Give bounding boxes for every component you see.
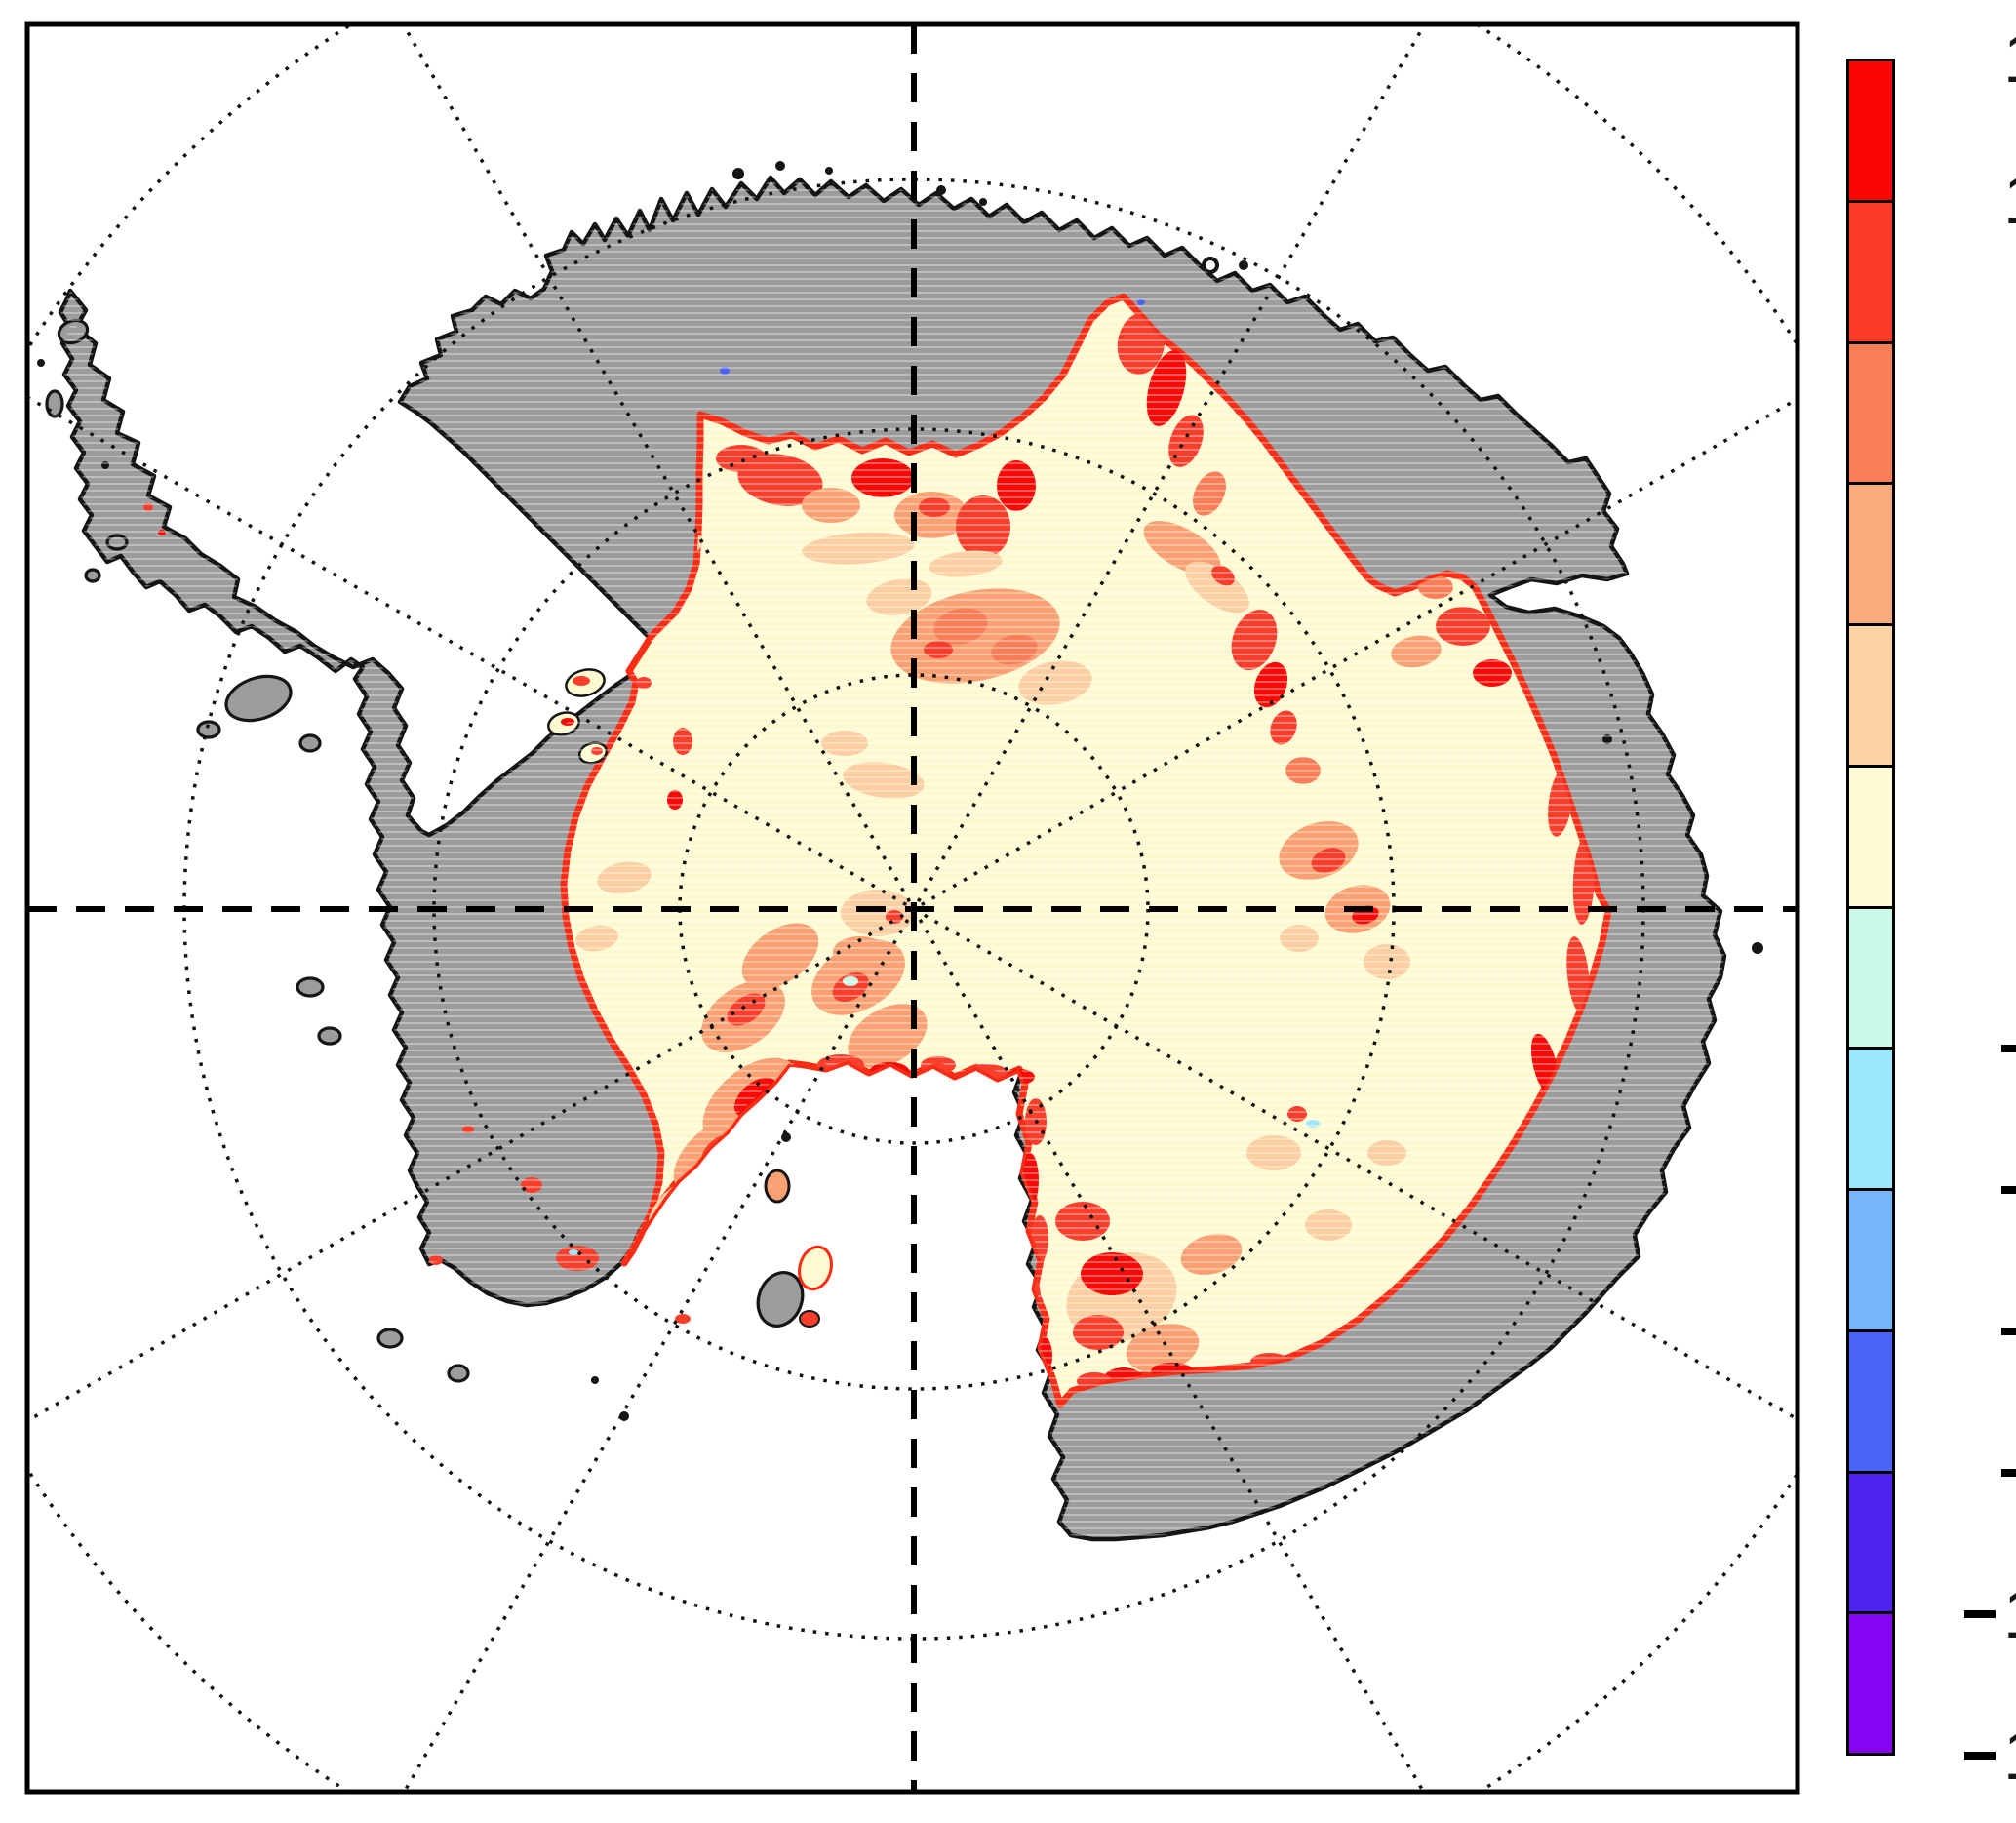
minus-tick-dash bbox=[1963, 1752, 1996, 1760]
colorbar-tick-label: 2 bbox=[1907, 731, 2016, 801]
colorbar-tick-label: 6 bbox=[1907, 448, 2016, 518]
colorbar-segment bbox=[1849, 61, 1892, 200]
colorbar-segment bbox=[1849, 1188, 1892, 1329]
minus-tick-dash bbox=[2000, 1045, 2016, 1052]
colorbar-segment bbox=[1849, 199, 1892, 341]
colorbar-segment bbox=[1849, 905, 1892, 1048]
colorbar-tick-label: 8 bbox=[1907, 306, 2016, 376]
colorbar-tick-label: 0 bbox=[1907, 872, 2016, 942]
colorbar-tick-label: 10 bbox=[1907, 1579, 2016, 1649]
colorbar-segment bbox=[1849, 623, 1892, 765]
colorbar-segment bbox=[1849, 1470, 1892, 1612]
map-frame bbox=[24, 21, 1800, 1795]
colorbar-tick-label: 6 bbox=[1907, 1296, 2016, 1367]
colorbar-segment bbox=[1849, 1611, 1892, 1753]
colorbar-tick-label: 15 bbox=[1907, 1721, 2016, 1791]
colorbar-tick-label: 2 bbox=[1907, 1013, 2016, 1084]
colorbar-segment bbox=[1849, 764, 1892, 906]
colorbar-tick-label: 4 bbox=[1907, 1155, 2016, 1225]
colorbar-tick-label: 15 bbox=[1907, 23, 2016, 94]
minus-tick-dash bbox=[2000, 1186, 2016, 1194]
colorbar bbox=[1846, 59, 1895, 1756]
colorbar-segment bbox=[1849, 1328, 1892, 1471]
colorbar-tick-label: 8 bbox=[1907, 1438, 2016, 1508]
minus-tick-dash bbox=[2000, 1328, 2016, 1335]
minus-tick-dash bbox=[1963, 1610, 1996, 1618]
colorbar-segment bbox=[1849, 1047, 1892, 1188]
minus-tick-dash bbox=[2000, 1469, 2016, 1477]
colorbar-segment bbox=[1849, 482, 1892, 623]
colorbar-segment bbox=[1849, 340, 1892, 483]
colorbar-tick-label: 10 bbox=[1907, 165, 2016, 235]
colorbar-tick-label: 4 bbox=[1907, 589, 2016, 659]
